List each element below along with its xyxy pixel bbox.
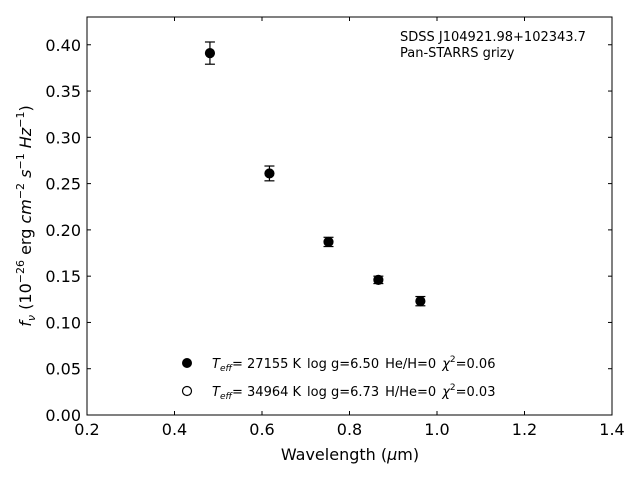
y-tick-label: 0.00 xyxy=(45,406,81,425)
x-tick-label: 1.2 xyxy=(512,420,537,439)
x-tick-label: 0.6 xyxy=(249,420,274,439)
y-tick-label: 0.25 xyxy=(45,175,81,194)
x-tick-label: 0.2 xyxy=(74,420,99,439)
plot-area xyxy=(86,16,613,416)
legend-marker-open xyxy=(181,385,193,397)
y-tick-label: 0.15 xyxy=(45,267,81,286)
annotation-object-name: SDSS J104921.98+102343.7 xyxy=(400,30,586,45)
data-point xyxy=(373,274,384,285)
data-point xyxy=(204,47,216,59)
y-axis-ticks: 0.00 0.05 0.10 0.15 0.20 0.25 0.30 0.35 0.40 xyxy=(45,36,612,425)
svg-text:fν (10−26 erg cm−2 s−1 Hz−1): fν (10−26 erg cm−2 s−1 Hz−1) xyxy=(14,105,38,326)
y-tick-label: 0.05 xyxy=(45,360,81,379)
data-point xyxy=(264,168,275,179)
legend-marker-filled xyxy=(182,358,192,368)
x-tick-label: 0.4 xyxy=(162,420,187,439)
data-point xyxy=(323,236,334,248)
x-tick-label: 0.8 xyxy=(337,420,362,439)
data-points xyxy=(204,41,426,307)
y-axis-label: fν (10−26 erg cm−2 s−1 Hz−1) xyxy=(14,105,38,326)
y-tick-label: 0.20 xyxy=(45,221,81,240)
x-axis-label: Wavelength (μm) xyxy=(281,445,419,464)
x-tick-label: 1.0 xyxy=(424,420,449,439)
y-tick-label: 0.40 xyxy=(45,36,81,55)
x-tick-label: 1.4 xyxy=(599,420,624,439)
x-axis-ticks: 0.2 0.4 0.6 0.8 1.0 1.2 1.4 xyxy=(74,17,625,439)
y-tick-label: 0.35 xyxy=(45,82,81,101)
y-tick-label: 0.30 xyxy=(45,128,81,147)
annotation-survey-name: Pan-STARRS grizy xyxy=(400,46,515,61)
y-tick-label: 0.10 xyxy=(45,313,81,332)
data-point xyxy=(415,296,426,307)
